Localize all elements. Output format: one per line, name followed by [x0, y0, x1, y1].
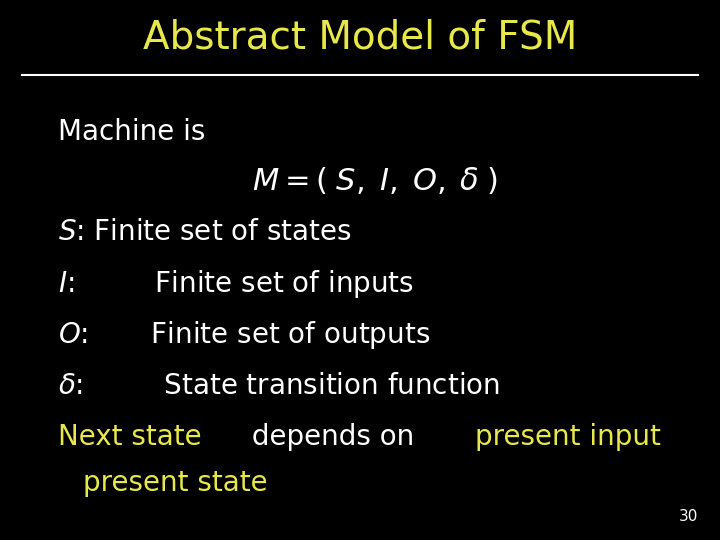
- Text: Next state: Next state: [58, 423, 201, 451]
- Text: $O$:       Finite set of outputs: $O$: Finite set of outputs: [58, 319, 430, 351]
- Text: depends on: depends on: [243, 423, 423, 451]
- Text: $S$: Finite set of states: $S$: Finite set of states: [58, 218, 351, 246]
- Text: $M = (\;  S,\;  I,\;  O,\; \delta\;)$: $M = (\; S,\; I,\; O,\; \delta\;)$: [252, 165, 498, 197]
- Text: present input: present input: [475, 423, 661, 451]
- Text: and: and: [715, 423, 720, 451]
- Text: 30: 30: [679, 509, 698, 524]
- Text: Abstract Model of FSM: Abstract Model of FSM: [143, 19, 577, 57]
- Text: $I$:         Finite set of inputs: $I$: Finite set of inputs: [58, 267, 413, 300]
- Text: $\delta$:         State transition function: $\delta$: State transition function: [58, 372, 500, 400]
- Text: present state: present state: [83, 469, 267, 497]
- Text: Machine is: Machine is: [58, 118, 205, 146]
